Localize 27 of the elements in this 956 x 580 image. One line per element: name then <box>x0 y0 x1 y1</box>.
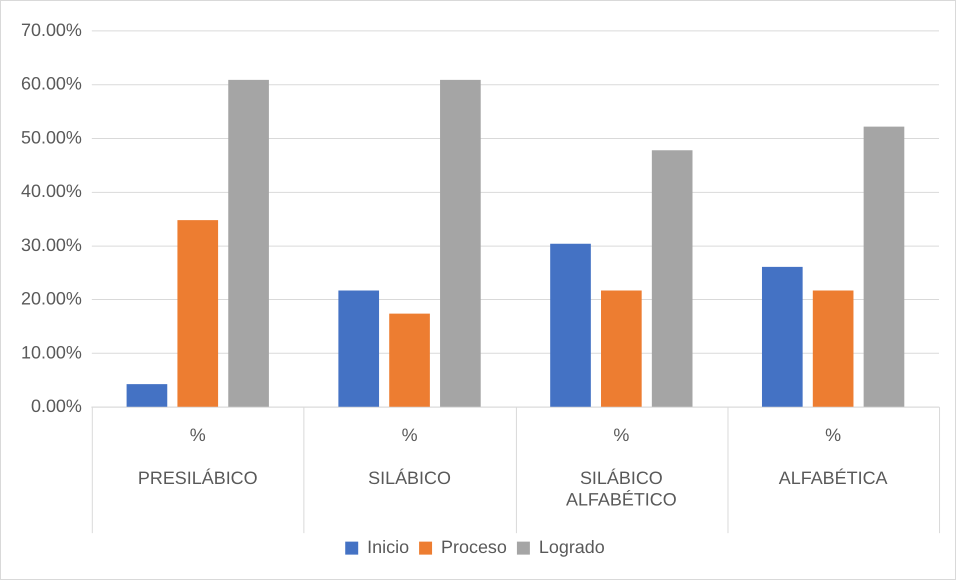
y-tick-label: 10.00% <box>20 342 82 362</box>
y-tick-label: 20.00% <box>20 288 82 309</box>
bar <box>126 384 168 407</box>
y-tick-label: 40.00% <box>20 181 82 202</box>
y-tick-label: 70.00% <box>20 20 82 40</box>
bar <box>338 290 380 407</box>
bar <box>601 290 642 407</box>
bar <box>652 150 693 407</box>
bar <box>228 80 269 407</box>
category-label: % ALFABÉTICA <box>778 424 888 488</box>
y-tick-label: 60.00% <box>20 74 82 94</box>
y-tick-label: 50.00% <box>20 127 82 148</box>
category-label: % SILÁBICO <box>368 424 451 488</box>
bar <box>177 220 218 407</box>
category-label: % PRESILÁBICO <box>138 424 258 488</box>
bar <box>762 266 803 407</box>
bar <box>389 314 430 407</box>
bar <box>550 244 591 407</box>
legend-label: Logrado <box>538 537 605 558</box>
bar <box>812 290 854 407</box>
legend-label: Proceso <box>441 537 507 558</box>
bar <box>440 80 481 407</box>
legend-label: Inicio <box>367 537 410 558</box>
y-tick-label: 30.00% <box>20 234 82 255</box>
bar <box>864 126 904 407</box>
category-label: % SILÁBICO ALFABÉTICO <box>566 424 677 510</box>
y-tick-label: 0.00% <box>30 396 82 416</box>
